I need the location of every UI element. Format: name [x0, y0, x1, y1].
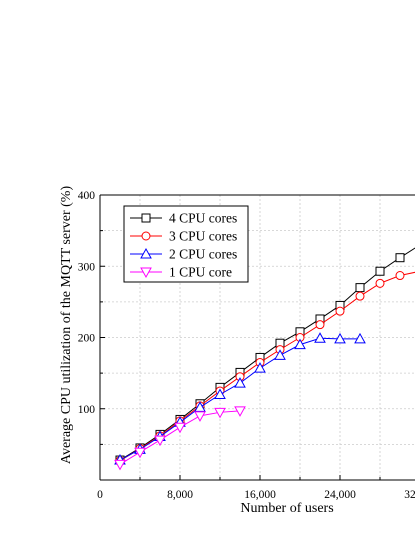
- legend: 4 CPU cores 3 CPU cores 2 CPU cores 1 CPU c…: [123, 205, 249, 283]
- data-point: [214, 407, 226, 419]
- data-point: [234, 406, 246, 417]
- legend-item: 2 CPU cores: [130, 247, 237, 262]
- data-point: [314, 332, 326, 343]
- data-point: [375, 266, 385, 276]
- data-point: [234, 377, 246, 388]
- data-point: [274, 349, 286, 360]
- legend-item: 4 CPU cores: [130, 211, 237, 226]
- legend-label: 1 CPU core: [169, 265, 232, 280]
- series-line: [119, 337, 360, 461]
- y-tick-label: 300: [78, 261, 96, 273]
- legend-marker: [140, 247, 152, 259]
- x-tick-label: 16,000: [244, 489, 276, 501]
- data-point: [354, 332, 366, 344]
- y-tick-label: 400: [78, 190, 96, 202]
- data-point: [315, 320, 325, 330]
- legend-label: 2 CPU cores: [169, 247, 237, 262]
- data-point: [335, 306, 345, 316]
- x-tick-label: 24,000: [324, 489, 356, 501]
- x-axis-title: Number of users: [240, 501, 333, 516]
- y-tick-label: 100: [78, 404, 96, 416]
- data-point: [395, 253, 405, 263]
- x-tick-label: 0: [97, 489, 103, 501]
- data-point: [375, 278, 385, 288]
- data-point: [194, 401, 206, 412]
- data-point: [334, 332, 346, 344]
- data-point: [355, 291, 365, 301]
- legend-item: 1 CPU core: [130, 265, 232, 280]
- data-point: [194, 411, 206, 422]
- data-point: [154, 435, 166, 447]
- legend-marker: [141, 231, 151, 241]
- data-point: [395, 271, 405, 281]
- axes: 0 8,000 16,000 24,000 32,000 100 200 300 400: [78, 190, 415, 501]
- y-axis-title: Average CPU utilization of the MQTT serv…: [59, 186, 74, 465]
- legend-marker: [141, 213, 151, 223]
- data-series: [114, 247, 415, 471]
- y-tick-label: 200: [78, 333, 96, 345]
- data-point: [355, 283, 365, 293]
- data-point: [254, 362, 266, 373]
- data-point: [294, 338, 306, 350]
- legend-label: 3 CPU cores: [169, 229, 237, 244]
- x-tick-label: 32,000: [404, 489, 415, 501]
- x-tick-label: 8,000: [167, 489, 193, 501]
- data-point: [114, 459, 126, 471]
- legend-marker: [140, 267, 152, 279]
- legend-item: 3 CPU cores: [130, 229, 237, 244]
- series-4: [114, 406, 246, 471]
- data-point: [174, 422, 186, 434]
- data-point: [134, 447, 146, 459]
- data-point: [214, 388, 226, 399]
- series-line: [119, 271, 415, 462]
- legend-label: 4 CPU cores: [169, 211, 237, 226]
